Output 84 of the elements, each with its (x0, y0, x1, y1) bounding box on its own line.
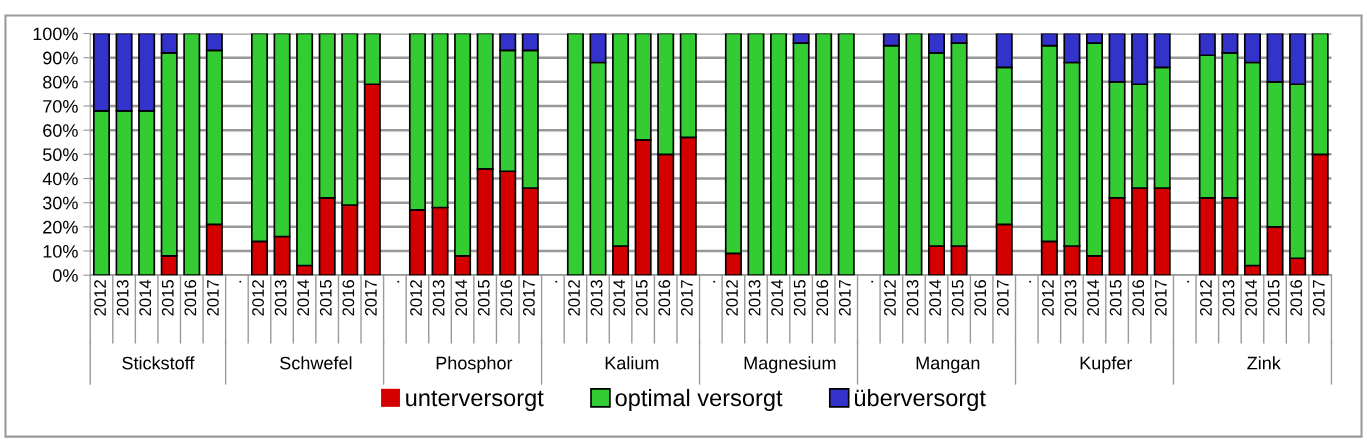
x-tick-label: 2017 (838, 280, 851, 316)
x-tick-label: 2016 (1132, 280, 1145, 316)
x-tick-label: . (397, 280, 400, 283)
x-tick-label: 2017 (1154, 280, 1167, 316)
x-tick-label: 2015 (477, 280, 490, 316)
bar (747, 33, 765, 276)
x-tick-label: 2014 (613, 279, 626, 316)
x-tick-label: 2013 (274, 280, 287, 316)
x-tick-label: 2013 (116, 280, 129, 316)
x-tick-label: 2014 (455, 279, 468, 316)
x-tick-label: 2017 (522, 280, 535, 316)
bar (566, 33, 584, 276)
text: Phosphor (436, 356, 513, 374)
x-tick-label: 2015 (319, 280, 332, 316)
legend-label: überversorgt (854, 388, 986, 411)
y-tick-label: 70% (43, 99, 78, 113)
legend-label: optimal versorgt (615, 388, 783, 411)
bar (770, 33, 788, 276)
x-tick-label: 2017 (364, 280, 377, 316)
text: Zink (1247, 356, 1281, 370)
x-tick-label: 2015 (793, 280, 806, 316)
x-tick-label: 2013 (748, 280, 761, 316)
x-tick-label: 2014 (1087, 279, 1099, 316)
y-tick-label: 100% (33, 27, 78, 41)
text: Mangan (916, 356, 980, 374)
x-tick-label: . (871, 280, 874, 283)
x-tick-label: 2014 (1245, 279, 1257, 316)
x-tick-label: 2015 (1109, 280, 1122, 316)
x-tick-label: 2012 (410, 280, 422, 316)
x-tick-label: 2016 (1290, 280, 1303, 316)
x-tick-label: 2017 (996, 280, 1009, 316)
x-tick-label: 2014 (929, 279, 941, 316)
x-tick-label: 2016 (500, 280, 513, 316)
x-tick-label: 2012 (1200, 280, 1212, 316)
x-tick-label: 2015 (951, 280, 964, 316)
y-tick-label: 50% (43, 148, 78, 162)
x-tick-label: 2012 (568, 280, 580, 316)
y-tick-label: 80% (43, 75, 78, 89)
x-tick-label: 2017 (680, 280, 693, 316)
x-tick-label: 2012 (252, 280, 264, 316)
x-tick-label: 2012 (1042, 280, 1054, 316)
x-tick-label: 2014 (297, 279, 310, 316)
x-tick-label: 2017 (207, 280, 219, 316)
y-tick-label: 30% (42, 196, 78, 210)
x-tick-label: . (713, 280, 716, 283)
text: Kalium (605, 356, 659, 370)
bar (815, 33, 833, 276)
bar (905, 33, 923, 276)
x-tick-label: 2016 (342, 280, 355, 316)
y-tick-label: 40% (42, 172, 78, 186)
text: Magnesium (744, 356, 836, 374)
x-tick-label: . (1187, 280, 1190, 283)
x-tick-label: 2012 (94, 280, 106, 316)
text: Stickstoff (122, 356, 195, 370)
x-tick-label: 2015 (1267, 280, 1280, 316)
x-tick-label: 2012 (726, 280, 738, 316)
bar (183, 33, 201, 276)
x-tick-label: 2017 (1312, 280, 1325, 316)
text: Schwefel (280, 356, 352, 370)
text: Kupfer (1080, 356, 1133, 374)
x-tick-label: 2014 (139, 279, 152, 316)
bar (837, 33, 855, 276)
x-tick-label: 2014 (771, 279, 784, 316)
x-tick-label: 2016 (974, 280, 987, 316)
y-tick-label: 90% (43, 51, 78, 65)
x-tick-label: 2013 (1064, 280, 1077, 316)
y-tick-label: 10% (43, 244, 78, 258)
y-tick-label: 0% (53, 269, 78, 282)
x-tick-label: . (239, 280, 242, 283)
x-tick-label: 2013 (590, 280, 603, 316)
x-tick-label: 2016 (658, 280, 671, 316)
x-tick-label: 2016 (184, 280, 197, 316)
x-tick-label: . (1029, 280, 1032, 283)
x-tick-label: 2015 (635, 280, 648, 316)
y-tick-label: 20% (43, 220, 78, 234)
x-tick-label: 2013 (1222, 280, 1235, 316)
x-tick-label: 2013 (906, 280, 919, 316)
x-tick-label: 2013 (432, 280, 445, 316)
x-tick-label: . (555, 280, 558, 283)
x-tick-label: 2012 (884, 280, 896, 316)
legend-label: unterversorgt (406, 390, 544, 411)
x-tick-label: 2016 (816, 280, 829, 316)
y-tick-label: 60% (43, 124, 78, 137)
x-tick-label: 2015 (161, 280, 174, 316)
